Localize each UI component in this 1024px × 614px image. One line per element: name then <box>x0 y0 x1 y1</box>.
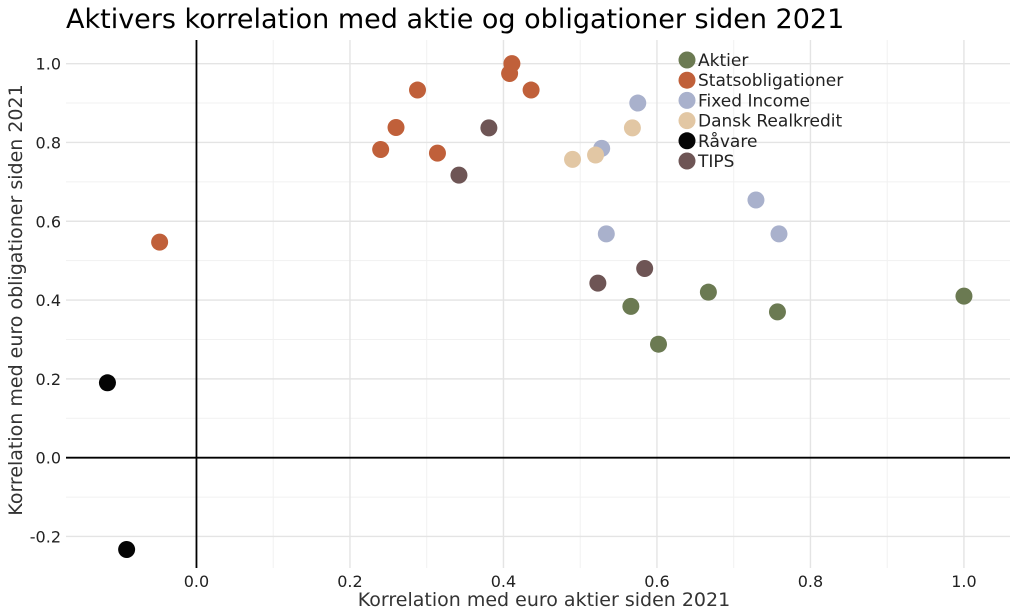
y-axis-label: Korrelation med euro obligationer siden … <box>5 84 27 515</box>
legend-marker <box>678 132 696 150</box>
y-tick-label: 1.0 <box>36 55 61 74</box>
point-dansk-realkredit <box>564 150 582 168</box>
point-aktier <box>649 335 667 353</box>
legend-marker <box>678 152 696 170</box>
x-tick-label: 0.2 <box>337 572 362 591</box>
point-dansk-realkredit <box>623 119 641 137</box>
x-tick-label: 0.8 <box>798 572 823 591</box>
legend-label: Fixed Income <box>698 91 810 111</box>
y-tick-label: 0.8 <box>36 133 61 152</box>
legend-marker <box>678 71 696 89</box>
legend-marker <box>678 91 696 109</box>
point-statsobligationer <box>409 81 427 99</box>
point-tips <box>480 119 498 137</box>
point-r-vare <box>118 540 136 558</box>
y-tick-label: 0.4 <box>36 291 61 310</box>
point-tips <box>450 166 468 184</box>
point-fixed-income <box>597 225 615 243</box>
x-tick-labels: 0.0 0.2 0.4 0.6 0.8 1.0 <box>184 572 977 591</box>
y-tick-label: -0.2 <box>30 527 61 546</box>
point-aktier <box>622 297 640 315</box>
legend-label: Dansk Realkredit <box>698 112 842 132</box>
chart-title: Aktivers korrelation med aktie og obliga… <box>66 4 844 35</box>
point-tips <box>589 274 607 292</box>
point-r-vare <box>98 374 116 392</box>
legend-label: TIPS <box>697 152 734 172</box>
x-tick-label: 0.6 <box>644 572 669 591</box>
legend-item-r-vare: Råvare <box>678 131 757 152</box>
legend-item-dansk-realkredit: Dansk Realkredit <box>678 112 842 132</box>
legend-item-aktier: Aktier <box>678 51 748 71</box>
point-aktier <box>768 303 786 321</box>
point-dansk-realkredit <box>587 146 605 164</box>
legend-label: Statsobligationer <box>698 71 843 91</box>
legend-item-statsobligationer: Statsobligationer <box>678 71 843 91</box>
point-statsobligationer <box>387 118 405 136</box>
point-aktier <box>955 287 973 305</box>
data-points <box>98 55 973 558</box>
legend-label: Råvare <box>698 131 757 152</box>
x-axis-label: Korrelation med euro aktier siden 2021 <box>358 589 730 611</box>
legend-marker <box>678 51 696 69</box>
point-fixed-income <box>747 191 765 209</box>
zero-lines <box>66 40 1010 568</box>
point-statsobligationer <box>428 144 446 162</box>
x-tick-label: 1.0 <box>951 572 976 591</box>
y-tick-label: 0.0 <box>36 449 61 468</box>
point-statsobligationer <box>372 141 390 159</box>
y-tick-labels: -0.2 0.0 0.2 0.4 0.6 0.8 1.0 <box>30 55 61 547</box>
grid-lines <box>66 40 1010 568</box>
x-tick-label: 0.4 <box>491 572 516 591</box>
legend-item-tips: TIPS <box>678 152 734 172</box>
point-statsobligationer <box>522 81 540 99</box>
point-statsobligationer <box>501 64 519 82</box>
legend-label: Aktier <box>698 51 748 71</box>
y-tick-label: 0.2 <box>36 370 61 389</box>
point-fixed-income <box>770 225 788 243</box>
point-tips <box>636 260 654 278</box>
point-aktier <box>699 283 717 301</box>
point-fixed-income <box>629 94 647 112</box>
x-tick-label: 0.0 <box>184 572 209 591</box>
legend-item-fixed-income: Fixed Income <box>678 91 810 111</box>
point-statsobligationer <box>151 233 169 251</box>
legend-marker <box>678 112 696 130</box>
y-tick-label: 0.6 <box>36 212 61 231</box>
